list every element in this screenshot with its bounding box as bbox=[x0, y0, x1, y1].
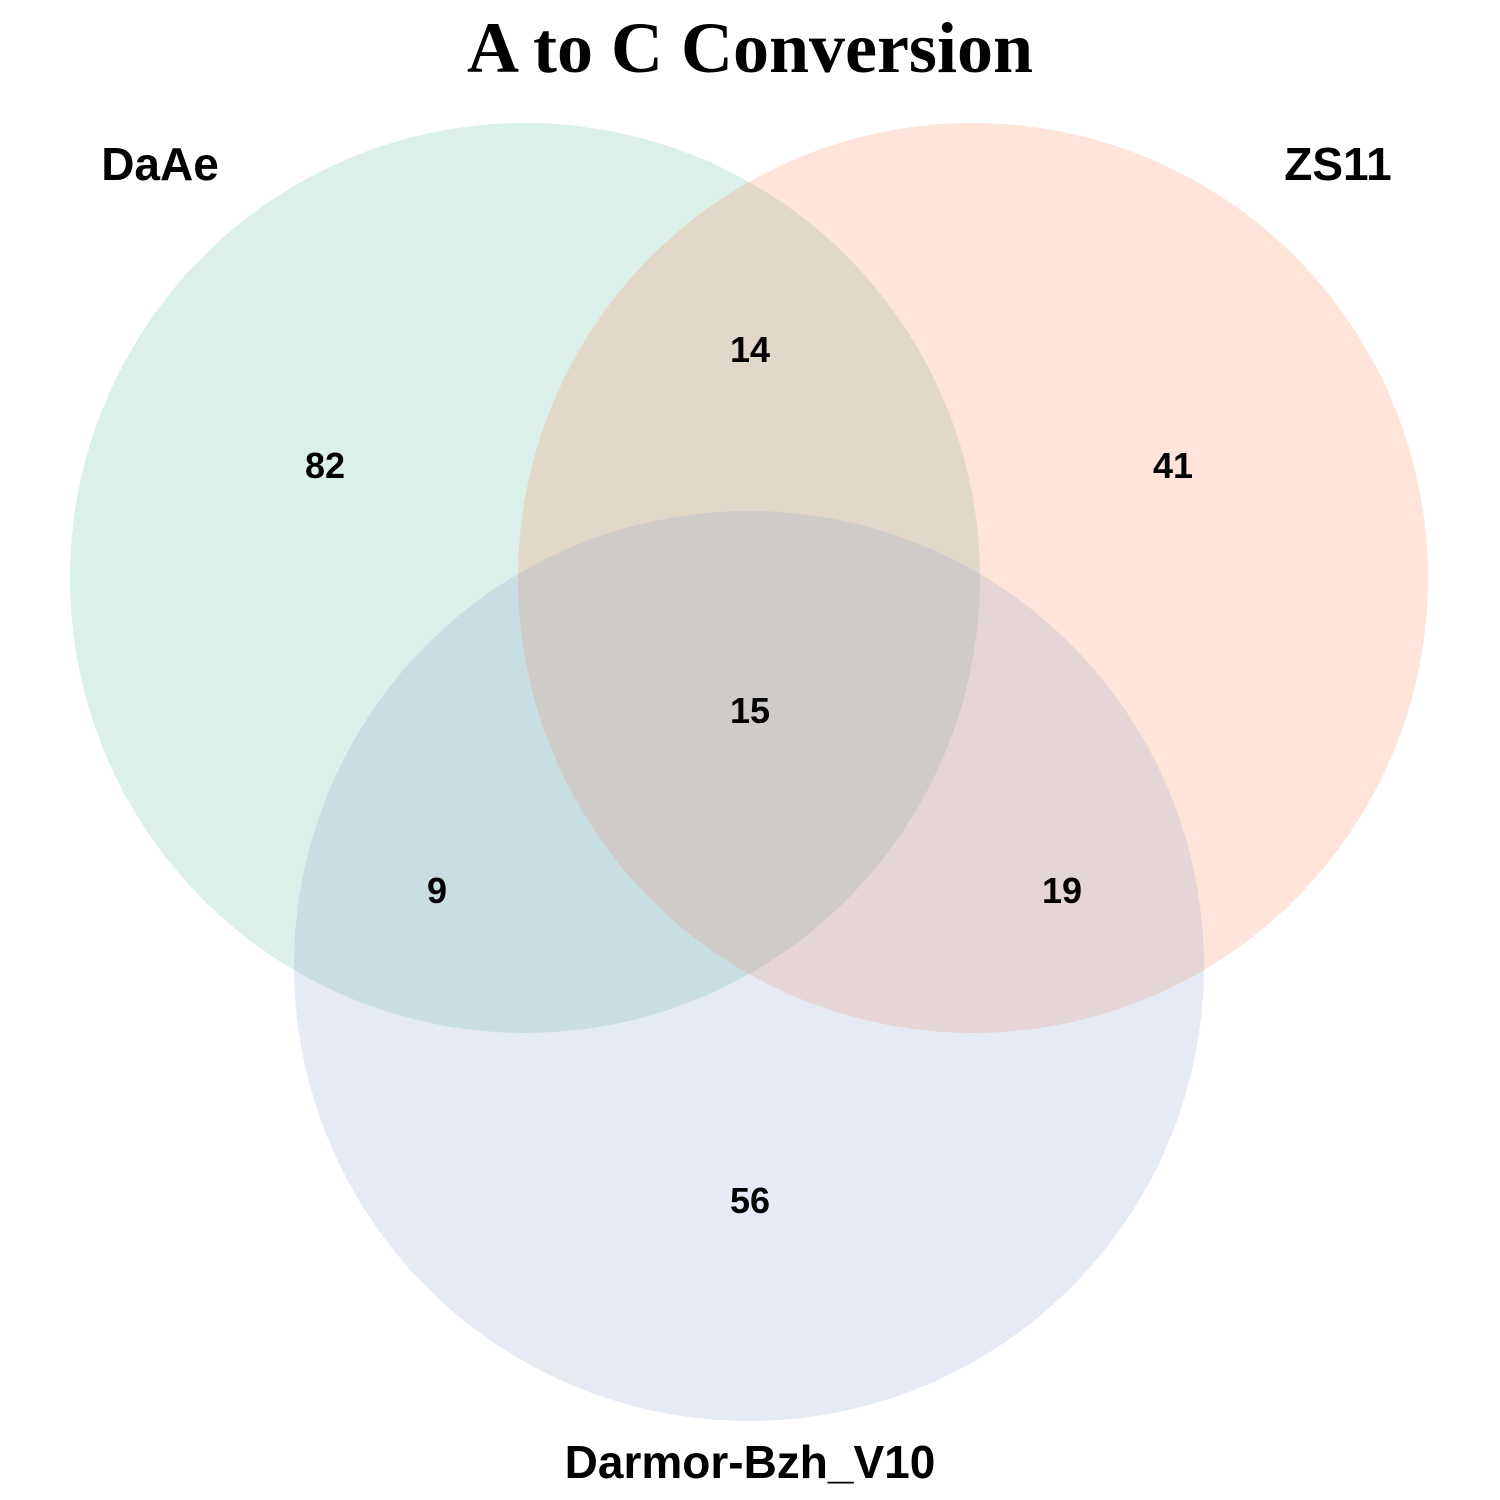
set-label-daae: DaAe bbox=[101, 138, 219, 190]
count-daae-only: 82 bbox=[305, 445, 345, 486]
circle-darmor bbox=[294, 511, 1204, 1421]
count-daae-zs11: 14 bbox=[730, 329, 770, 370]
count-zs11-only: 41 bbox=[1153, 445, 1193, 486]
set-label-darmor: Darmor-Bzh_V10 bbox=[565, 1436, 936, 1488]
count-zs11-darmor: 19 bbox=[1042, 870, 1082, 911]
count-all-three: 15 bbox=[730, 690, 770, 731]
circle-daae bbox=[70, 123, 980, 1033]
set-label-zs11: ZS11 bbox=[1284, 138, 1391, 190]
circle-zs11 bbox=[518, 123, 1428, 1033]
chart-title: A to C Conversion bbox=[467, 8, 1033, 88]
count-daae-darmor: 9 bbox=[427, 870, 447, 911]
count-darmor-only: 56 bbox=[730, 1180, 770, 1221]
